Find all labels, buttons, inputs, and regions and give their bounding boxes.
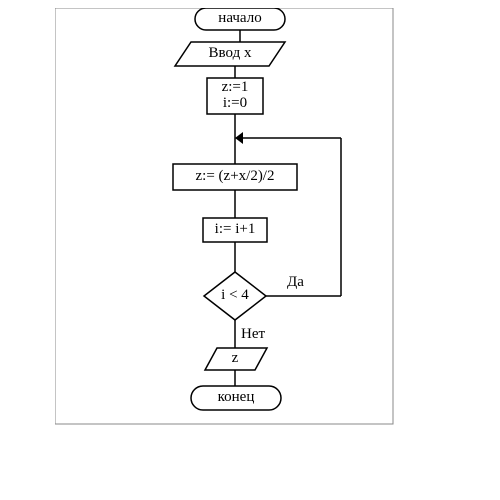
- calc-label: z:= (z+x/2)/2: [173, 168, 297, 185]
- init-line2: i:=0: [207, 95, 263, 112]
- no-label: Нет: [241, 326, 265, 343]
- cond-label: i < 4: [211, 287, 259, 304]
- start-label: начало: [195, 10, 285, 27]
- init-line1: z:=1: [207, 79, 263, 96]
- end-label: конец: [191, 389, 281, 406]
- input-label: Ввод x: [185, 45, 275, 62]
- yes-label: Да: [287, 274, 304, 291]
- output-label: z: [211, 350, 259, 367]
- flowchart-container: начало Ввод x z:=1i:=0 z:= (z+x/2)/2 i:= i+1…: [55, 8, 415, 488]
- incr-label: i:= i+1: [203, 221, 267, 238]
